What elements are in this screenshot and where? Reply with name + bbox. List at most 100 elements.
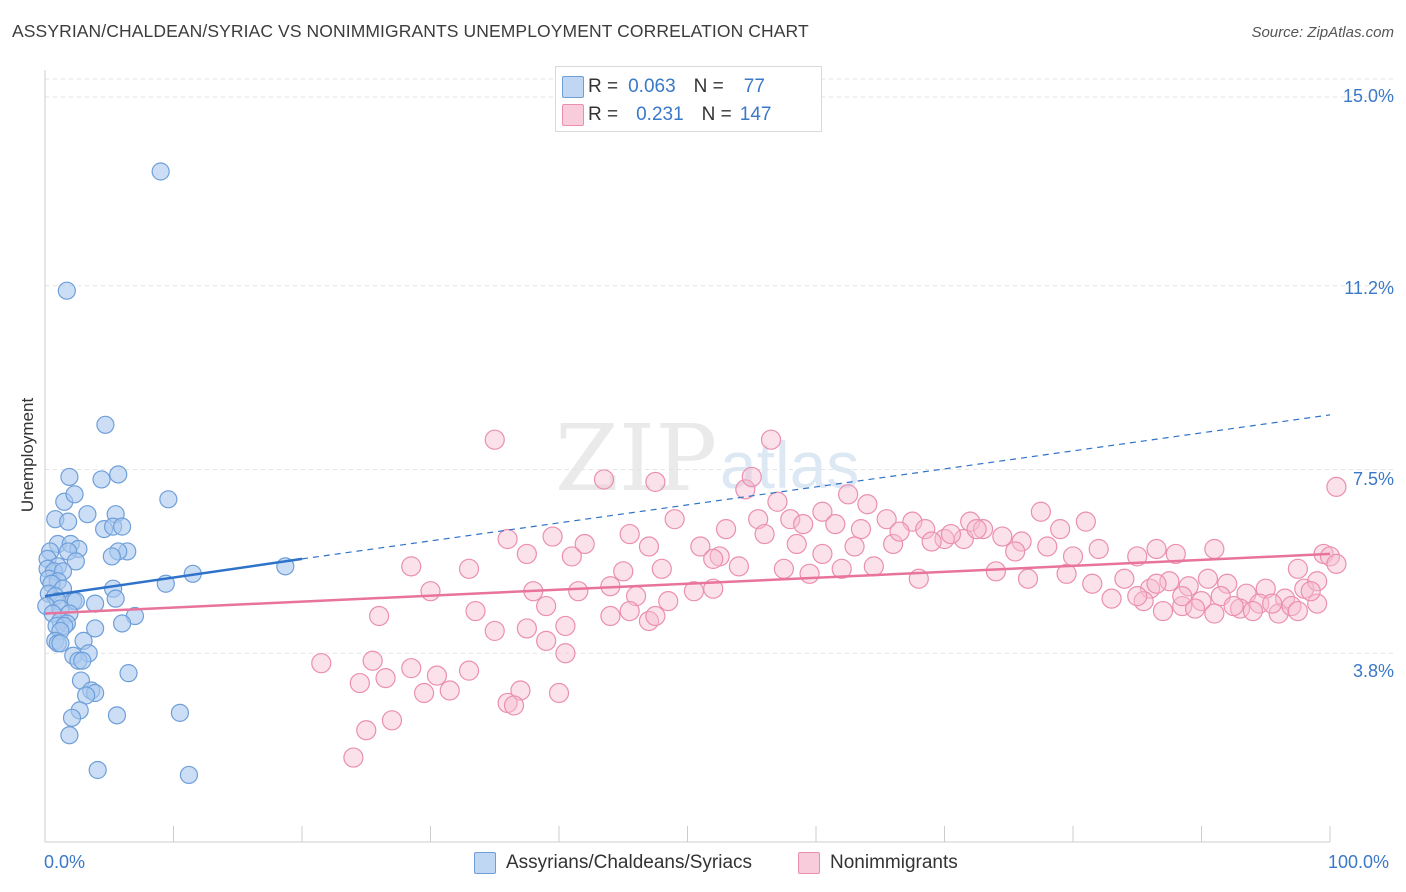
data-point-nonimmigrants [1101, 588, 1122, 609]
data-point-nonimmigrants [645, 605, 666, 627]
data-point-assyrians [59, 512, 78, 531]
legend-n-value: 147 [739, 104, 772, 125]
data-point-nonimmigrants [375, 667, 396, 689]
data-point-nonimmigrants [992, 526, 1013, 547]
data-point-assyrians [86, 619, 105, 638]
legend-swatch-blue [562, 76, 584, 98]
data-point-nonimmigrants [369, 605, 390, 627]
legend-label-assyrians: Assyrians/Chaldeans/Syriacs [506, 852, 753, 873]
data-point-assyrians [112, 614, 132, 633]
data-point-nonimmigrants [857, 494, 878, 515]
data-point-nonimmigrants [985, 561, 1007, 582]
legend-r-label: R = [588, 104, 619, 125]
data-point-nonimmigrants [1197, 568, 1219, 589]
data-point-assyrians [106, 589, 125, 608]
data-point-nonimmigrants [555, 615, 576, 637]
data-point-nonimmigrants [786, 533, 807, 555]
data-point-nonimmigrants [748, 509, 769, 530]
data-point-nonimmigrants [1146, 538, 1167, 560]
legend-n-value: 77 [743, 76, 765, 97]
legend-item-assyrians: Assyrians/Chaldeans/Syriacs [474, 852, 752, 874]
data-point-nonimmigrants [760, 429, 782, 450]
series-legend: Assyrians/Chaldeans/Syriacs Nonimmigrant… [0, 852, 1406, 876]
data-point-nonimmigrants [1127, 546, 1148, 567]
data-point-nonimmigrants [1050, 518, 1071, 540]
data-point-nonimmigrants [876, 509, 897, 530]
data-point-nonimmigrants [703, 548, 724, 570]
data-point-nonimmigrants [728, 556, 750, 577]
data-point-nonimmigrants [793, 514, 814, 535]
data-point-nonimmigrants [1146, 573, 1167, 594]
data-point-nonimmigrants [921, 531, 942, 552]
data-point-nonimmigrants [850, 518, 872, 540]
data-point-nonimmigrants [413, 682, 435, 704]
watermark-atlas: atlas [720, 428, 859, 502]
legend-item-nonimmigrants: Nonimmigrants [798, 852, 958, 874]
data-point-assyrians [109, 465, 128, 484]
data-point-nonimmigrants [658, 591, 679, 612]
data-point-nonimmigrants [889, 521, 910, 542]
data-point-assyrians [78, 505, 97, 524]
data-point-nonimmigrants [356, 720, 377, 741]
data-point-nonimmigrants [1005, 541, 1026, 562]
data-point-assyrians [112, 517, 132, 536]
data-point-nonimmigrants [401, 658, 422, 679]
data-point-nonimmigrants [381, 710, 403, 731]
data-point-nonimmigrants [1075, 511, 1096, 532]
data-point-nonimmigrants [619, 600, 640, 622]
data-point-nonimmigrants [1082, 573, 1103, 594]
data-point-nonimmigrants [1287, 600, 1308, 622]
data-point-nonimmigrants [1127, 586, 1148, 607]
data-point-nonimmigrants [915, 518, 936, 540]
data-point-nonimmigrants [838, 484, 859, 505]
data-point-assyrians [73, 651, 92, 670]
data-point-nonimmigrants [1152, 600, 1174, 622]
data-point-assyrians [119, 664, 138, 683]
data-point-nonimmigrants [600, 605, 621, 627]
data-point-nonimmigrants [343, 747, 364, 768]
data-point-nonimmigrants [311, 653, 332, 674]
data-point-nonimmigrants [1326, 553, 1347, 574]
source-label: Source: ZipAtlas.com [1251, 24, 1394, 41]
data-point-nonimmigrants [362, 650, 383, 671]
y-tick-label: 15.0% [1342, 86, 1394, 106]
legend-r-label: R = [588, 76, 619, 97]
data-point-assyrians [62, 708, 82, 727]
data-point-nonimmigrants [401, 556, 422, 577]
data-point-nonimmigrants [831, 558, 852, 579]
data-point-assyrians [96, 415, 115, 434]
legend-n-label: N = [693, 76, 724, 97]
data-point-nonimmigrants [735, 479, 756, 500]
data-point-nonimmigrants [536, 630, 557, 651]
data-point-assyrians [86, 594, 105, 613]
data-point-nonimmigrants [1088, 538, 1109, 560]
data-point-nonimmigrants [619, 523, 640, 545]
data-point-nonimmigrants [1030, 501, 1051, 522]
data-point-nonimmigrants [1172, 586, 1193, 607]
data-point-nonimmigrants [484, 429, 505, 450]
data-point-nonimmigrants [799, 563, 820, 584]
legend-row-nonimmigrants: R = 0.231 N = 147 [562, 103, 772, 127]
trendline-nonimmigrants [44, 552, 1331, 615]
data-point-nonimmigrants [548, 682, 570, 704]
legend-n-label: N = [701, 104, 732, 125]
data-point-nonimmigrants [773, 558, 794, 579]
data-point-nonimmigrants [1307, 593, 1328, 614]
data-point-nonimmigrants [825, 514, 846, 535]
data-point-nonimmigrants [542, 526, 563, 547]
data-point-nonimmigrants [844, 536, 865, 557]
data-point-nonimmigrants [1165, 543, 1186, 565]
data-point-nonimmigrants [638, 536, 660, 557]
y-tick-label: 3.8% [1352, 661, 1394, 681]
legend-swatch-pink [562, 104, 584, 126]
data-point-assyrians [92, 470, 111, 489]
data-point-nonimmigrants [458, 558, 480, 579]
data-point-nonimmigrants [966, 518, 987, 540]
data-point-nonimmigrants [561, 546, 582, 567]
data-point-nonimmigrants [741, 466, 762, 488]
data-point-nonimmigrants [1300, 581, 1321, 602]
data-point-nonimmigrants [497, 528, 518, 550]
data-point-nonimmigrants [863, 556, 884, 577]
legend-label-nonimmigrants: Nonimmigrants [830, 852, 958, 873]
